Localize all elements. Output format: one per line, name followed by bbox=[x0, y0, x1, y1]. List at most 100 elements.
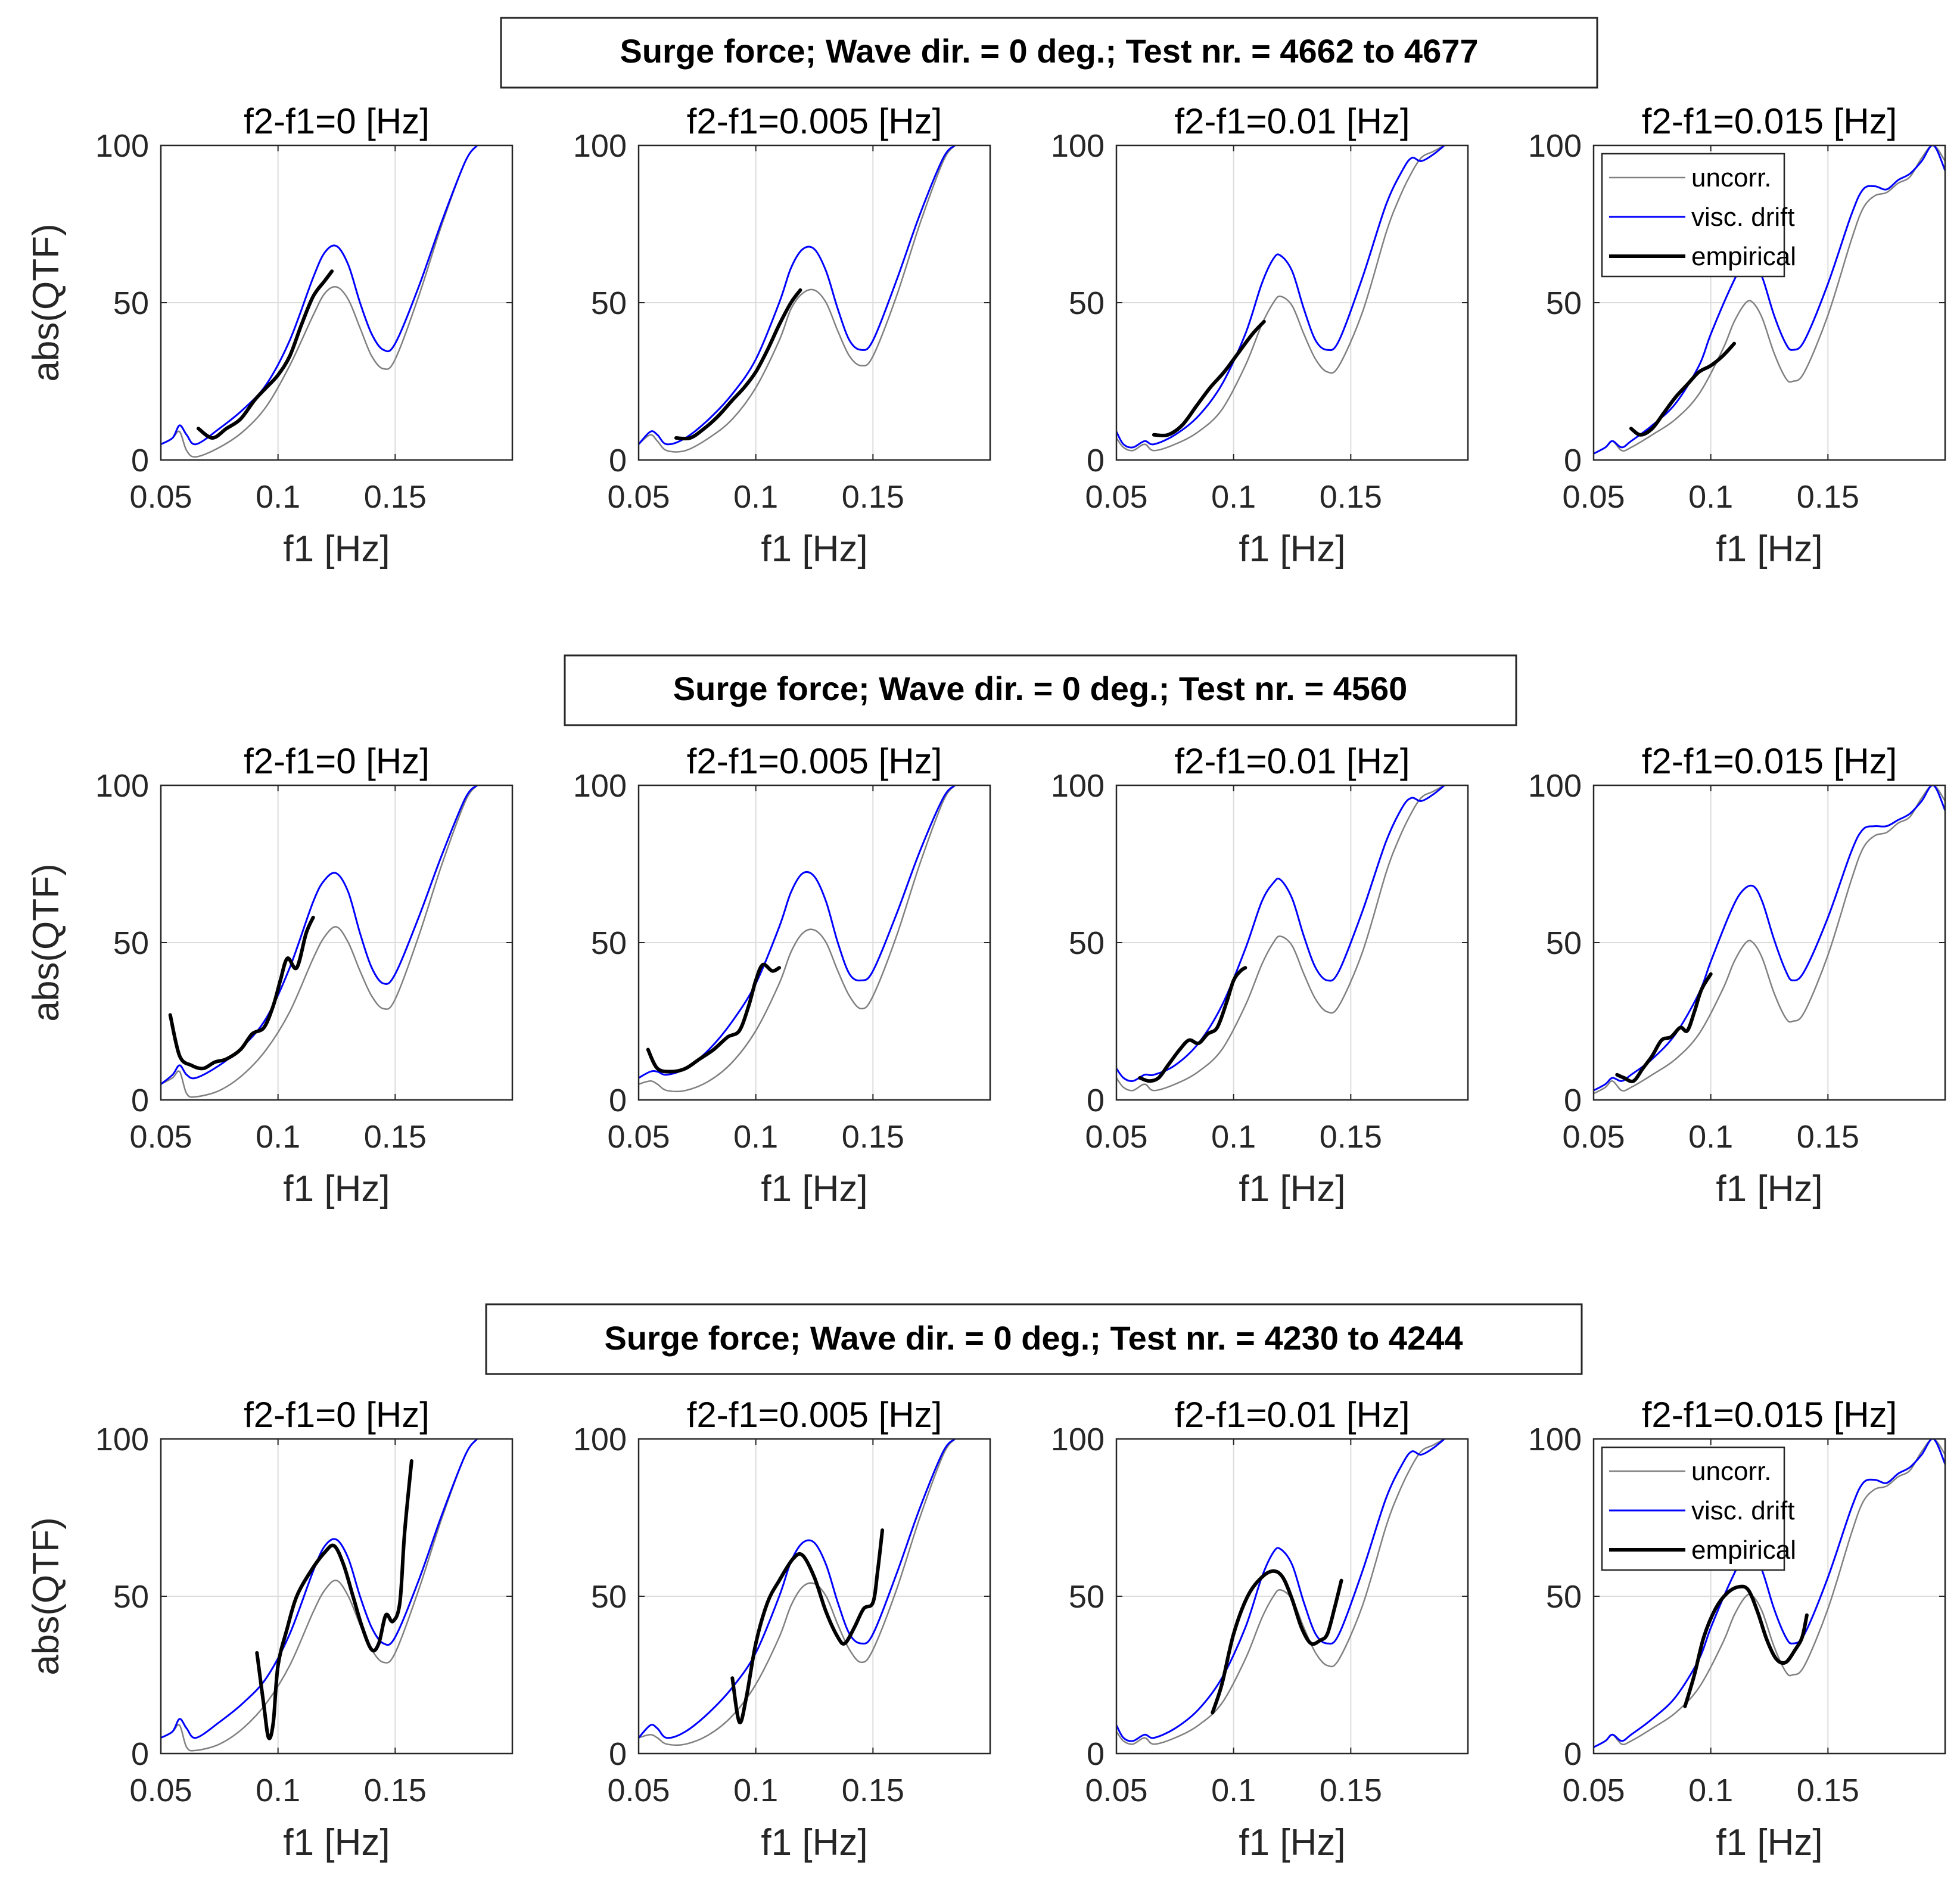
series-group bbox=[1116, 785, 1446, 1092]
series-line-uncorr bbox=[1594, 145, 1945, 455]
x-axis-label: f1 [Hz] bbox=[761, 1168, 867, 1210]
x-tick-label: 0.05 bbox=[129, 479, 192, 515]
legend-label-empirical: empirical bbox=[1691, 1535, 1796, 1565]
x-tick-label: 0.05 bbox=[1085, 1773, 1147, 1808]
subplot-title: f2-f1=0.015 [Hz] bbox=[1642, 1395, 1897, 1435]
y-tick-label: 50 bbox=[591, 1579, 627, 1615]
y-tick-label: 0 bbox=[609, 443, 627, 478]
y-tick-label: 100 bbox=[573, 1422, 627, 1457]
subplot-r3-c3: 0.05 0.1 0.15 0 50 100 f2-f1=0.01 [Hz] f1 [Hz] bbox=[1051, 1395, 1469, 1863]
y-tick-label: 100 bbox=[1528, 128, 1582, 164]
x-tick-label: 0.05 bbox=[129, 1773, 192, 1808]
x-tick-label: 0.1 bbox=[1211, 1119, 1256, 1155]
y-tick-label: 0 bbox=[1564, 443, 1582, 478]
y-tick-label: 50 bbox=[1546, 1579, 1582, 1615]
y-tick-label: 50 bbox=[113, 285, 149, 321]
x-tick-label: 0.15 bbox=[1320, 479, 1382, 515]
series-group bbox=[639, 1439, 956, 1746]
series-line-empirical bbox=[1138, 966, 1247, 1083]
x-tick-label: 0.05 bbox=[129, 1119, 192, 1155]
series-line-visc-drift bbox=[161, 785, 478, 1086]
y-tick-label: 50 bbox=[1069, 285, 1105, 321]
series-line-uncorr bbox=[639, 785, 956, 1093]
series-group bbox=[161, 785, 478, 1098]
row-title-text: Surge force; Wave dir. = 0 deg.; Test nr… bbox=[604, 1319, 1463, 1357]
y-tick-label: 0 bbox=[131, 1083, 149, 1118]
legend-label-visc-drift: visc. drift bbox=[1691, 203, 1795, 232]
subplot-r3-c1: 0.05 0.1 0.15 0 50 100 f2-f1=0 [Hz] f1 [Hz] abs(… bbox=[26, 1395, 514, 1863]
x-tick-label: 0.15 bbox=[842, 1119, 904, 1155]
x-tick-label: 0.1 bbox=[733, 479, 778, 515]
series-line-visc-drift bbox=[161, 1439, 478, 1739]
series-line-uncorr bbox=[1594, 785, 1945, 1095]
y-tick-label: 0 bbox=[609, 1736, 627, 1772]
y-tick-label: 50 bbox=[591, 285, 627, 321]
x-tick-label: 0.1 bbox=[256, 1773, 300, 1808]
y-tick-label: 0 bbox=[609, 1083, 627, 1118]
series-line-empirical bbox=[1615, 972, 1713, 1083]
series-line-uncorr bbox=[1116, 1439, 1445, 1745]
x-tick-label: 0.15 bbox=[364, 479, 427, 515]
series-group bbox=[1116, 1439, 1446, 1745]
subplot-title: f2-f1=0.01 [Hz] bbox=[1174, 1395, 1410, 1435]
x-tick-label: 0.1 bbox=[1211, 479, 1256, 515]
series-line-visc-drift bbox=[639, 1439, 956, 1739]
x-axis-label: f1 [Hz] bbox=[283, 1822, 390, 1863]
series-line-empirical bbox=[1152, 319, 1266, 437]
series-line-visc-drift bbox=[639, 145, 956, 446]
y-tick-label: 50 bbox=[1069, 925, 1105, 961]
x-tick-label: 0.1 bbox=[733, 1773, 778, 1808]
x-axis-label: f1 [Hz] bbox=[1239, 1822, 1345, 1863]
subplot-r2-c1: 0.05 0.1 0.15 0 50 100 f2-f1=0 [Hz] f1 [Hz] abs(… bbox=[26, 741, 514, 1210]
subplot-title: f2-f1=0 [Hz] bbox=[244, 101, 430, 141]
x-axis-label: f1 [Hz] bbox=[1239, 529, 1345, 570]
series-line-uncorr bbox=[161, 1439, 478, 1752]
y-axis-label: abs(QTF) bbox=[26, 223, 67, 381]
y-tick-label: 100 bbox=[1051, 768, 1105, 804]
x-axis-label: f1 [Hz] bbox=[761, 1822, 867, 1863]
series-line-empirical bbox=[196, 269, 334, 440]
series-line-empirical bbox=[1683, 1584, 1809, 1708]
y-tick-label: 100 bbox=[1528, 768, 1582, 804]
x-tick-label: 0.1 bbox=[1211, 1773, 1256, 1808]
y-tick-label: 0 bbox=[1564, 1736, 1582, 1772]
legend: uncorr. visc. drift empirical bbox=[1601, 153, 1796, 278]
x-axis-label: f1 [Hz] bbox=[1239, 1168, 1345, 1210]
x-tick-label: 0.05 bbox=[607, 1773, 670, 1808]
subplot-r1-c1: 0.05 0.1 0.15 0 50 100 f2-f1=0 [Hz] f1 [Hz] abs(… bbox=[26, 101, 514, 570]
series-line-uncorr bbox=[1594, 1439, 1945, 1748]
y-tick-label: 100 bbox=[95, 128, 149, 164]
x-tick-label: 0.1 bbox=[1688, 1119, 1733, 1155]
subplot-r2-c2: 0.05 0.1 0.15 0 50 100 f2-f1=0.005 [Hz] f1 [Hz] bbox=[573, 741, 991, 1210]
subplot-r2-c4: 0.05 0.1 0.15 0 50 100 f2-f1=0.015 [Hz] f1 [Hz] bbox=[1528, 741, 1946, 1210]
x-tick-label: 0.15 bbox=[842, 479, 904, 515]
subplot-title: f2-f1=0.005 [Hz] bbox=[687, 1395, 942, 1435]
row-title-3: Surge force; Wave dir. = 0 deg.; Test nr… bbox=[485, 1303, 1583, 1375]
y-tick-label: 0 bbox=[131, 443, 149, 478]
y-tick-label: 100 bbox=[1528, 1422, 1582, 1457]
y-tick-label: 100 bbox=[95, 768, 149, 804]
x-tick-label: 0.05 bbox=[1562, 1773, 1625, 1808]
series-line-empirical bbox=[730, 1528, 885, 1724]
series-line-visc-drift bbox=[161, 145, 478, 446]
subplot-title: f2-f1=0.015 [Hz] bbox=[1642, 101, 1897, 141]
y-tick-label: 100 bbox=[1051, 1422, 1105, 1457]
x-tick-label: 0.05 bbox=[607, 1119, 670, 1155]
series-line-uncorr bbox=[161, 145, 478, 458]
subplot-title: f2-f1=0.015 [Hz] bbox=[1642, 741, 1897, 781]
series-line-uncorr bbox=[639, 145, 956, 453]
series-line-empirical bbox=[674, 288, 802, 441]
legend-label-uncorr: uncorr. bbox=[1691, 1457, 1772, 1486]
legend: uncorr. visc. drift empirical bbox=[1601, 1446, 1796, 1571]
x-tick-label: 0.05 bbox=[1085, 1119, 1147, 1155]
subplot-r1-c2: 0.05 0.1 0.15 0 50 100 f2-f1=0.005 [Hz] f1 [Hz] bbox=[573, 101, 991, 570]
x-tick-label: 0.15 bbox=[1797, 1773, 1859, 1808]
subplot-r3-c2: 0.05 0.1 0.15 0 50 100 f2-f1=0.005 [Hz] f1 [Hz] bbox=[573, 1395, 991, 1863]
x-axis-label: f1 [Hz] bbox=[1716, 1168, 1822, 1210]
x-tick-label: 0.15 bbox=[364, 1773, 427, 1808]
series-group bbox=[1594, 785, 1945, 1095]
x-tick-label: 0.15 bbox=[1797, 479, 1859, 515]
y-tick-label: 50 bbox=[591, 925, 627, 961]
series-group bbox=[639, 785, 956, 1093]
